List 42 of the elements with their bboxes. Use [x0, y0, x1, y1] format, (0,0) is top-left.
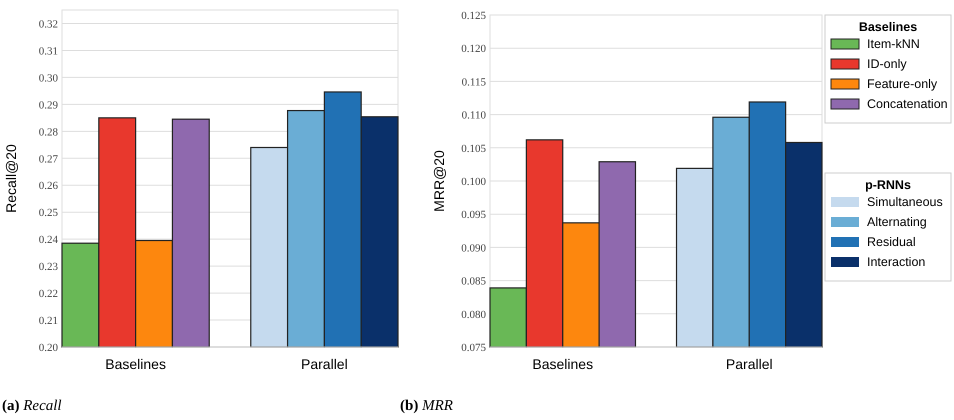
y-tick-label: 0.125: [461, 10, 486, 22]
y-tick-label: 0.115: [462, 76, 486, 88]
text: p-RNNs: [865, 178, 911, 192]
legend-label: Interaction: [867, 255, 926, 269]
y-tick-label: 0.25: [38, 207, 58, 220]
y-axis-title: MRR@20: [431, 150, 447, 212]
y-tick-label: 0.20: [38, 342, 58, 354]
y-tick-label: 0.105: [461, 142, 486, 155]
x-tick-label: Parallel: [301, 356, 348, 372]
legend-label: ID-only: [867, 57, 908, 71]
y-tick-label: 0.110: [462, 110, 486, 122]
y-tick-label: 0.100: [461, 176, 486, 188]
y-tick-label: 0.090: [461, 242, 486, 254]
legend-label: Feature-only: [867, 77, 938, 91]
y-tick-label: 0.095: [461, 209, 486, 222]
y-tick-label: 0.22: [38, 288, 58, 300]
y-tick-label: 0.26: [38, 180, 58, 192]
legend-label: Alternating: [867, 215, 927, 229]
legend-label: Residual: [867, 235, 916, 249]
y-tick-label: 0.085: [461, 276, 486, 288]
y-tick-label: 0.28: [38, 126, 58, 138]
y-tick-label: 0.21: [38, 315, 58, 328]
y-tick-label: 0.120: [461, 43, 486, 56]
legend-label: Simultaneous: [867, 195, 943, 209]
y-tick-label: 0.30: [38, 72, 58, 84]
y-tick-label: 0.29: [38, 99, 58, 112]
y-tick-label: 0.31: [38, 45, 58, 58]
y-axis-title: Recall@20: [3, 144, 19, 213]
text: (b) MRR: [400, 398, 453, 414]
text: (a) Recall: [2, 398, 62, 414]
y-tick-label: 0.23: [38, 261, 58, 274]
y-tick-label: 0.080: [461, 308, 486, 321]
x-tick-label: Parallel: [726, 356, 773, 372]
legend-label: Concatenation: [867, 97, 948, 111]
legend-title: Baselines: [858, 20, 918, 34]
x-tick-label: Baselines: [532, 356, 594, 372]
y-tick-label: 0.27: [38, 153, 58, 166]
y-tick-label: 0.32: [38, 18, 58, 30]
legend-label: Item-kNN: [867, 37, 920, 51]
y-tick-label: 0.24: [38, 234, 58, 246]
x-tick-label: Baselines: [105, 356, 166, 372]
y-tick-label: 0.075: [461, 342, 486, 354]
